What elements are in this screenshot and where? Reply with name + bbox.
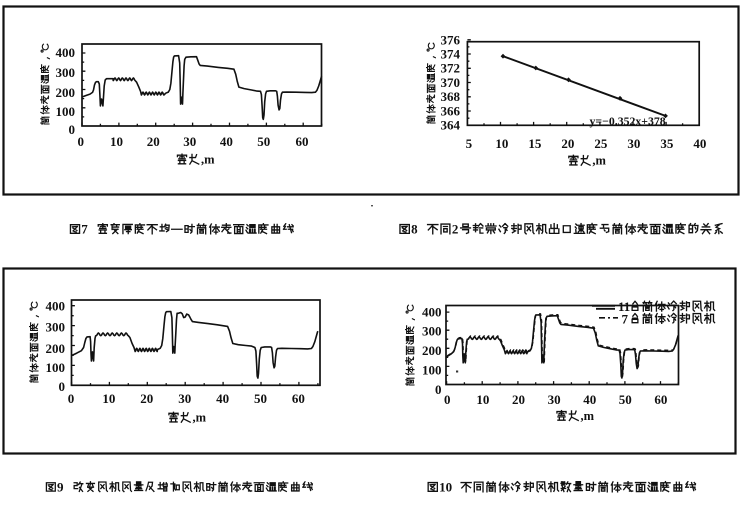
svg-text:300: 300 (56, 65, 76, 80)
svg-text:7: 7 (81, 222, 88, 237)
svg-text:200: 200 (422, 343, 442, 358)
svg-text:,m: ,m (581, 409, 595, 423)
svg-text:30: 30 (548, 392, 561, 407)
svg-text:100: 100 (422, 363, 442, 378)
svg-text:,m: ,m (193, 411, 207, 425)
svg-text:100: 100 (46, 360, 66, 375)
svg-text:60: 60 (292, 391, 305, 406)
svg-text:370: 370 (441, 75, 461, 90)
svg-text:,m: ,m (201, 153, 215, 167)
svg-text:374: 374 (441, 47, 461, 62)
svg-text:40: 40 (220, 134, 233, 149)
svg-text:40: 40 (693, 136, 706, 151)
svg-text:5: 5 (466, 136, 473, 151)
svg-text:200: 200 (56, 85, 76, 100)
svg-text:400: 400 (422, 305, 442, 320)
svg-text:366: 366 (441, 103, 461, 118)
svg-text:40: 40 (216, 391, 229, 406)
svg-text:400: 400 (56, 45, 76, 60)
svg-text:0: 0 (444, 392, 451, 407)
svg-text:8: 8 (411, 222, 418, 237)
svg-text:30: 30 (178, 391, 191, 406)
svg-text:400: 400 (46, 298, 66, 313)
svg-text:35: 35 (660, 136, 674, 151)
svg-text:0: 0 (78, 134, 85, 149)
svg-text:10: 10 (439, 480, 452, 495)
svg-text:40: 40 (583, 392, 596, 407)
svg-text:11: 11 (618, 299, 630, 314)
svg-text:,m: ,m (592, 154, 606, 168)
svg-text:20: 20 (512, 392, 525, 407)
svg-text:50: 50 (257, 134, 270, 149)
svg-text:368: 368 (441, 89, 461, 104)
svg-text:y=−0.352x+378: y=−0.352x+378 (590, 114, 666, 128)
svg-text:50: 50 (619, 392, 632, 407)
svg-text:20: 20 (140, 391, 153, 406)
svg-text:2: 2 (452, 222, 459, 237)
svg-text:364: 364 (441, 118, 461, 133)
svg-text:7: 7 (622, 311, 629, 326)
svg-text:0: 0 (59, 379, 66, 394)
svg-text:50: 50 (254, 391, 267, 406)
svg-text:10: 10 (110, 134, 123, 149)
svg-text:10: 10 (102, 391, 115, 406)
svg-text:200: 200 (46, 341, 66, 356)
svg-text:300: 300 (46, 320, 66, 335)
svg-text:0: 0 (69, 122, 76, 137)
svg-text:15: 15 (528, 136, 542, 151)
svg-text:20: 20 (561, 136, 574, 151)
svg-text:60: 60 (296, 134, 309, 149)
svg-text:0: 0 (435, 382, 442, 397)
svg-text:20: 20 (147, 134, 160, 149)
svg-text:0: 0 (68, 391, 75, 406)
svg-text:25: 25 (594, 136, 608, 151)
svg-text:30: 30 (183, 134, 196, 149)
svg-text:10: 10 (476, 392, 489, 407)
svg-text:10: 10 (495, 136, 508, 151)
svg-text:60: 60 (654, 392, 667, 407)
svg-text:300: 300 (422, 324, 442, 339)
svg-text:100: 100 (56, 104, 76, 119)
svg-text:376: 376 (441, 32, 461, 47)
svg-text:372: 372 (441, 61, 461, 76)
svg-text:9: 9 (57, 480, 64, 495)
svg-text:30: 30 (627, 136, 640, 151)
